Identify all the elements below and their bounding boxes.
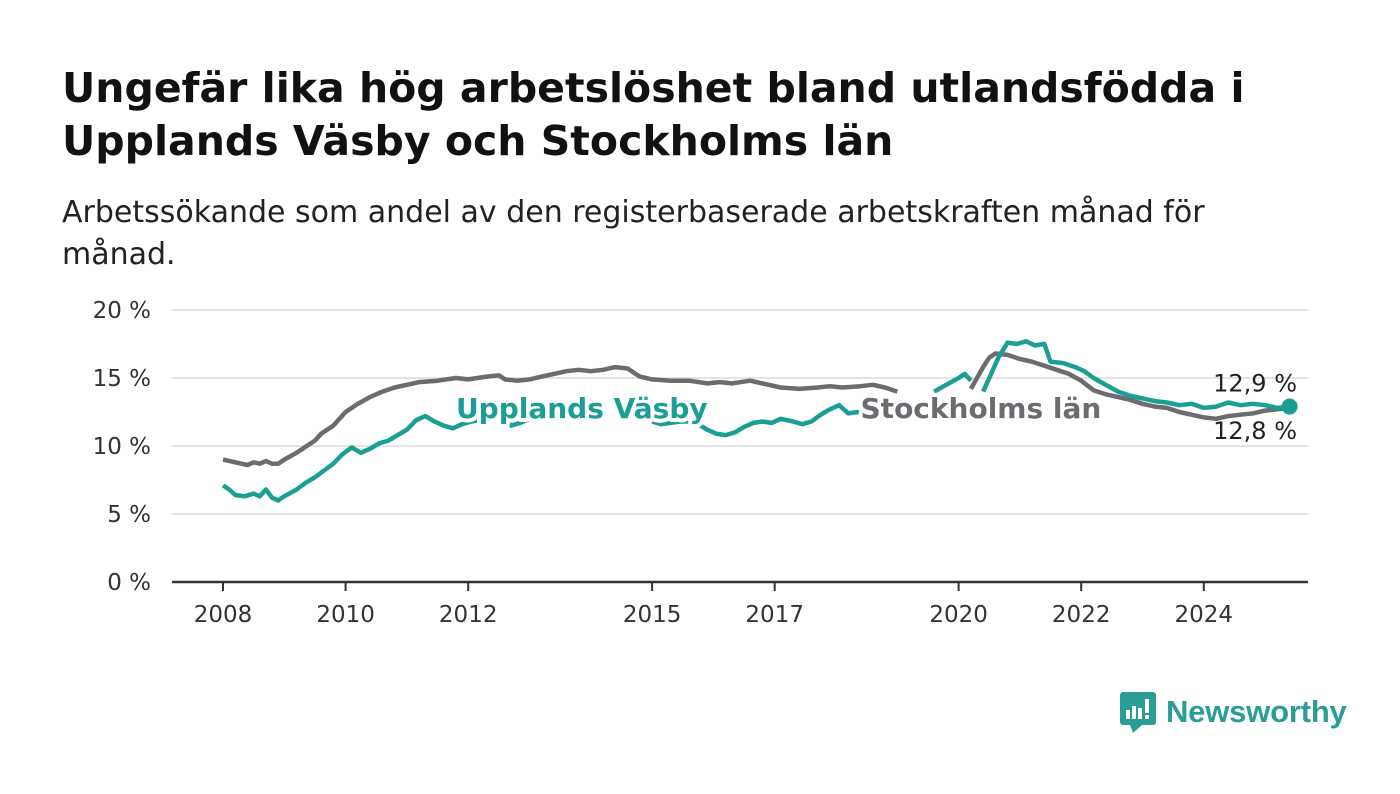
- series-line-upplands-v-sby: [981, 339, 1290, 411]
- series-line-upplands-v-sby: [221, 412, 531, 503]
- x-tick-label: 2024: [1175, 602, 1234, 628]
- y-tick-label: 5 %: [107, 502, 151, 528]
- y-tick-label: 15 %: [93, 366, 151, 392]
- y-tick-label: 20 %: [93, 298, 151, 324]
- x-tick-label: 2020: [929, 602, 988, 628]
- series-line-upplands-v-sby: [651, 402, 868, 438]
- y-tick-label: 0 %: [107, 570, 151, 596]
- end-markers: 12,9 % 12,8 %: [1213, 370, 1298, 445]
- series-line-stockholms-l-n: [968, 351, 1290, 422]
- x-tick-label: 2012: [439, 602, 498, 628]
- series-line-upplands-v-sby: [933, 371, 973, 394]
- x-tick-label: 2022: [1052, 602, 1111, 628]
- x-tick-label: 2008: [194, 602, 253, 628]
- y-tick-label: 10 %: [93, 434, 151, 460]
- x-tick-label: 2015: [623, 602, 682, 628]
- series-labels: Upplands Väsby Stockholms län: [452, 388, 1105, 429]
- grid-lines: [172, 309, 1308, 584]
- x-tick-label: 2010: [316, 602, 375, 628]
- x-tick-label: 2017: [745, 602, 804, 628]
- newsworthy-logo: Newsworthy: [1120, 690, 1347, 734]
- newsworthy-logo-icon: [1120, 692, 1156, 733]
- series-line-upplands-v-sby: [635, 412, 647, 421]
- series-label: Upplands Väsby: [456, 392, 708, 425]
- series-lines: [221, 339, 1290, 503]
- y-axis-ticks: 0 % 5 % 10 % 15 % 20 %: [93, 298, 151, 596]
- x-axis-ticks: 2008 2010 2012 2015 2017 2020 2022 2024: [194, 582, 1233, 628]
- line-chart: 0 %5 %10 %15 %20 % 2008 2010 2012 2015 2017 2…: [93, 298, 1308, 628]
- end-label-stockholms-lan: 12,8 %: [1213, 417, 1297, 445]
- end-point-upplands-vasby: [1281, 398, 1298, 415]
- chart-subtitle: Arbetssökande som andel av den registerb…: [62, 195, 1205, 272]
- series-line-stockholms-l-n: [222, 364, 899, 468]
- end-label-upplands-vasby: 12,9 %: [1213, 370, 1297, 398]
- chart-title: Ungefär lika hög arbetslöshet bland utla…: [62, 64, 1245, 165]
- series-label: Stockholms län: [861, 392, 1102, 425]
- newsworthy-logo-text: Newsworthy: [1166, 694, 1347, 729]
